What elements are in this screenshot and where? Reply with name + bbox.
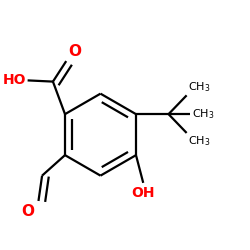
Text: OH: OH (132, 186, 155, 200)
Text: O: O (68, 44, 81, 59)
Text: CH$_3$: CH$_3$ (188, 80, 210, 94)
Text: CH$_3$: CH$_3$ (192, 107, 214, 121)
Text: O: O (21, 204, 34, 219)
Text: CH$_3$: CH$_3$ (188, 134, 210, 148)
Text: HO: HO (3, 74, 26, 88)
